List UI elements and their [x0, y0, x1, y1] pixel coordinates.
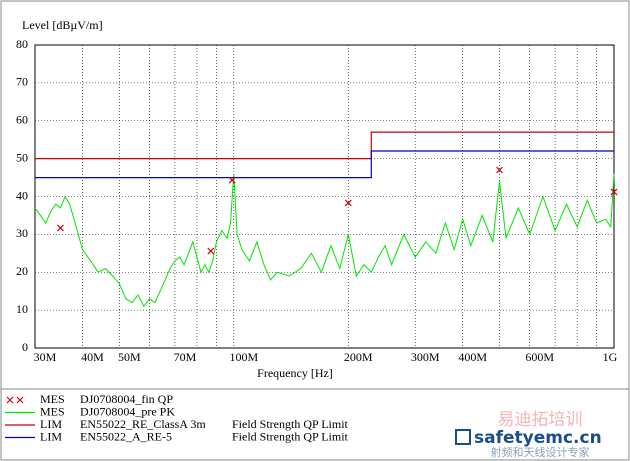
x-tick-label: 200M — [344, 350, 373, 364]
y-axis-label: Level [dBµV/m] — [22, 18, 103, 32]
measurement-marker — [344, 199, 352, 207]
legend-name: EN55022_A_RE-5 — [80, 429, 172, 443]
x-tick-label: 1G — [603, 350, 618, 364]
y-tick-label: 60 — [16, 113, 28, 127]
legend-kind: LIM — [40, 429, 62, 443]
y-tick-label: 80 — [16, 37, 28, 51]
x-tick-label: 30M — [34, 350, 57, 364]
y-tick-label: 0 — [22, 340, 28, 354]
trace-line — [34, 173, 615, 308]
x-axis-label: Frequency [Hz] — [257, 366, 333, 380]
x-tick-label: 600M — [525, 350, 554, 364]
x-tick-label: 400M — [458, 350, 487, 364]
x-tick-label: 40M — [81, 350, 104, 364]
legend-kind: MES — [40, 392, 65, 406]
legend-kind: MES — [40, 404, 65, 418]
legend-kind: LIM — [40, 417, 62, 431]
watermark-bottom: 射频和天线设计专家 — [491, 445, 590, 459]
measurement-marker — [207, 247, 215, 255]
watermark-top: 易迪拓培训 — [498, 410, 583, 430]
y-tick-label: 50 — [16, 150, 28, 164]
cross-stroke — [228, 176, 236, 184]
legend-entry: LIM EN55022_A_RE-5 Field Strength QP Limit — [5, 429, 349, 443]
measurement-marker — [610, 188, 618, 196]
y-tick-label: 10 — [16, 302, 28, 316]
x-tick-label: 300M — [411, 350, 440, 364]
legend-name: DJ0708004_fin QP — [80, 392, 173, 406]
watermark-brand: safetyemc.cn — [474, 428, 602, 448]
measurement-marker — [228, 176, 236, 184]
limit-line — [35, 150, 614, 179]
cross-stroke — [57, 224, 64, 232]
y-tick-label: 20 — [16, 264, 28, 278]
y-tick-label: 40 — [16, 188, 28, 202]
legend-name: EN55022_RE_ClassA 3m — [80, 417, 206, 431]
legend-description: Field Strength QP Limit — [232, 429, 349, 443]
watermark: 易迪拓培训 safetyemc.cn 射频和天线设计专家 — [455, 410, 602, 459]
measurement-marker — [57, 224, 64, 232]
cross-stroke — [344, 199, 352, 207]
cross-stroke — [6, 396, 14, 404]
cross-stroke — [610, 188, 618, 196]
cross-stroke — [16, 396, 24, 404]
cross-stroke — [496, 166, 503, 174]
legend-entry: LIM EN55022_RE_ClassA 3m Field Strength QP… — [5, 417, 349, 431]
y-tick-label: 70 — [16, 75, 28, 89]
legend-name: DJ0708004_pre PK — [80, 404, 175, 418]
watermark-icon — [455, 429, 471, 445]
y-tick-label: 30 — [16, 226, 28, 240]
limit-line — [35, 131, 614, 160]
x-tick-label: 70M — [174, 350, 197, 364]
legend-description: Field Strength QP Limit — [232, 417, 349, 431]
legend-entry: MES DJ0708004_pre PK — [5, 404, 175, 418]
legend-entry: MES DJ0708004_fin QP — [6, 392, 173, 406]
x-tick-label: 100M — [229, 350, 258, 364]
x-tick-label: 50M — [118, 350, 141, 364]
cross-stroke — [207, 247, 215, 255]
measurement-marker — [496, 166, 503, 174]
